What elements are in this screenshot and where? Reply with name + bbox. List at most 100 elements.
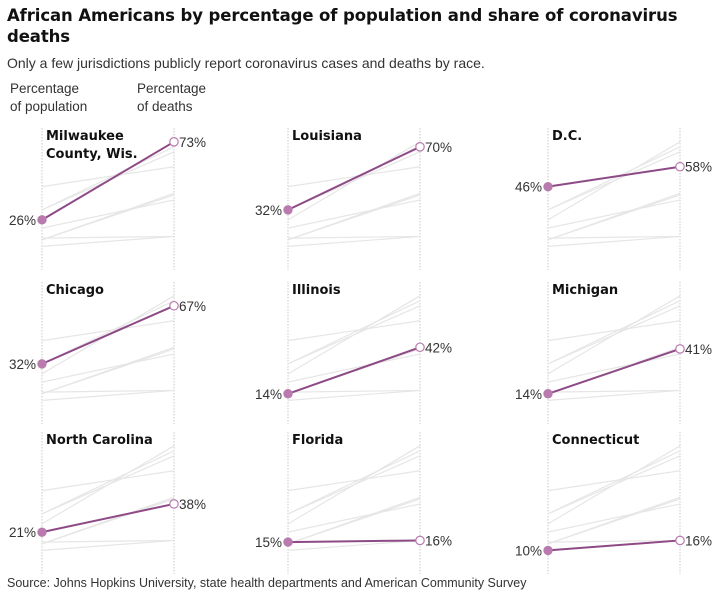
deaths-point (169, 300, 179, 311)
panel-title: Chicago (46, 283, 104, 298)
deaths-value-label: 38% (179, 497, 206, 512)
context-line (547, 539, 681, 543)
context-line (41, 235, 175, 247)
highlight-line (41, 502, 175, 534)
context-line (287, 320, 421, 342)
context-line (547, 498, 681, 545)
population-value-label: 15% (255, 535, 282, 550)
highlight-line (287, 145, 421, 211)
population-point (37, 359, 47, 369)
panel-title: Florida (292, 433, 343, 448)
context-line (287, 498, 421, 545)
population-value-label: 14% (515, 387, 542, 402)
context-line (547, 235, 681, 239)
highlight-line (547, 165, 681, 188)
context-line (41, 389, 175, 393)
deaths-point (415, 142, 425, 152)
deaths-point (675, 161, 685, 172)
population-point (283, 537, 293, 547)
context-line (287, 389, 421, 393)
population-point (37, 527, 47, 537)
deaths-point (169, 499, 179, 509)
context-line (287, 305, 421, 365)
population-value-label: 14% (255, 387, 282, 402)
context-line (41, 470, 175, 492)
context-line (287, 455, 421, 515)
population-value-label: 26% (9, 213, 36, 228)
context-line (287, 199, 421, 229)
panel-chicago: 32% 67% Chicago (9, 281, 206, 424)
context-line (41, 450, 175, 515)
context-line (547, 353, 681, 383)
deaths-value-label: 70% (425, 140, 452, 155)
population-point (37, 215, 47, 225)
highlight-line (287, 539, 421, 544)
right-axis-label: Percentage of deaths (137, 81, 207, 114)
context-line (41, 199, 175, 229)
population-point (543, 545, 553, 556)
panel-louisiana: 32% 70% Louisiana (255, 127, 452, 270)
deaths-value-label: 16% (425, 533, 452, 548)
left-axis-label: Percentage of population (10, 81, 88, 114)
context-line (547, 199, 681, 229)
panel-north-carolina: 21% 38% North Carolina (9, 431, 206, 574)
context-line (547, 470, 681, 492)
population-point (543, 181, 553, 192)
context-line (547, 305, 681, 365)
deaths-value-label: 41% (685, 342, 712, 357)
context-line (41, 194, 175, 241)
chart-title: African Americans by percentage of popul… (7, 6, 678, 46)
panel-michigan: 14% 41% Michigan (515, 281, 712, 424)
deaths-point (675, 344, 685, 354)
panel-title: County, Wis. (46, 147, 138, 162)
chart-subtitle: Only a few jurisdictions publicly report… (7, 55, 485, 71)
context-line (547, 194, 681, 241)
context-line (287, 235, 421, 239)
context-line (287, 353, 421, 383)
context-line (287, 194, 421, 241)
panel-title: Connecticut (552, 433, 639, 448)
context-line (287, 235, 421, 247)
context-line (41, 539, 175, 543)
context-line (547, 300, 681, 365)
panel-florida: 15% 16% Florida (255, 431, 452, 574)
deaths-point (415, 535, 425, 546)
context-line (41, 353, 175, 383)
context-line (547, 389, 681, 393)
highlight-line (41, 304, 175, 365)
context-line (41, 166, 175, 188)
context-line (41, 235, 175, 239)
highlight-line (41, 140, 175, 221)
context-line (287, 539, 421, 551)
context-line (547, 151, 681, 211)
panel-title: D.C. (552, 129, 582, 144)
panel-title: Michigan (552, 283, 618, 298)
panel-connecticut: 10% 16% Connecticut (515, 431, 712, 574)
context-line (41, 498, 175, 545)
deaths-value-label: 16% (685, 533, 712, 548)
context-line (547, 389, 681, 401)
context-line (287, 450, 421, 515)
context-line (287, 166, 421, 188)
panel-illinois: 14% 42% Illinois (255, 281, 452, 424)
context-line (41, 146, 175, 211)
population-point (543, 389, 553, 399)
panel-title: Louisiana (292, 129, 362, 144)
context-line (547, 455, 681, 515)
panel-milwaukee-county-wis: 26% 73% Milwaukee County, Wis. (9, 127, 206, 270)
source-note: Source: Johns Hopkins University, state … (7, 576, 527, 590)
population-point (283, 389, 293, 399)
deaths-point (415, 342, 425, 353)
panel-title: Illinois (292, 283, 341, 298)
context-line (547, 450, 681, 515)
deaths-value-label: 58% (685, 160, 712, 175)
population-value-label: 46% (515, 180, 542, 195)
context-line (547, 320, 681, 342)
deaths-point (169, 137, 179, 147)
deaths-value-label: 42% (425, 340, 452, 355)
panel-d-c: 46% 58% D.C. (515, 127, 712, 270)
population-point (283, 205, 293, 215)
panel-title: North Carolina (46, 433, 153, 448)
highlight-line (547, 347, 681, 395)
